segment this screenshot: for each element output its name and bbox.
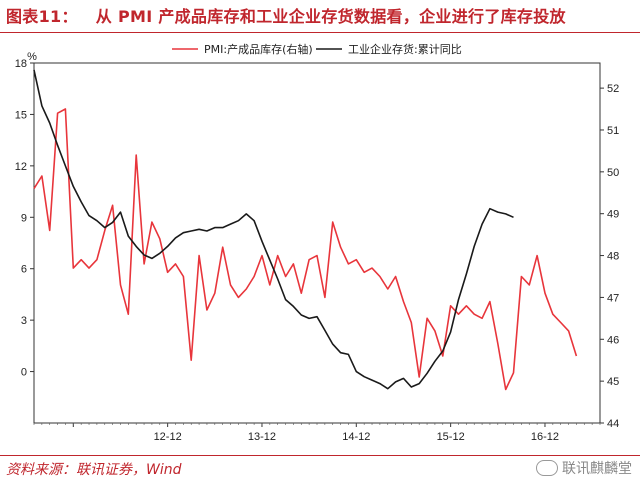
left-axis-tick-label: 9 (21, 212, 27, 224)
right-axis-tick-label: 49 (607, 209, 619, 221)
watermark-text: 联讯麒麟堂 (562, 461, 632, 477)
right-axis-tick-label: 50 (607, 167, 619, 179)
right-axis-tick-label: 48 (607, 251, 619, 263)
right-axis-tick-label: 51 (607, 125, 619, 137)
legend-label: 工业企业存货:累计同比 (348, 42, 462, 56)
right-axis-tick-label: 52 (607, 83, 619, 95)
x-axis-tick-label: 12-12 (154, 431, 182, 443)
left-axis-tick-label: 0 (21, 367, 27, 379)
right-axis-tick-label: 44 (607, 418, 619, 430)
watermark: 联讯麒麟堂 (536, 458, 632, 478)
plot-frame (33, 62, 601, 424)
chart-heading: 从 PMI 产成品库存和工业企业存货数据看，企业进行了库存投放 (95, 7, 566, 26)
series-line-industrial-inventory (33, 69, 514, 390)
x-axis-tick-label: 16-12 (531, 431, 559, 443)
right-axis-tick-label: 45 (607, 376, 619, 388)
x-axis-tick-label: 15-12 (437, 431, 465, 443)
left-axis-tick-label: 15 (15, 109, 27, 121)
left-axis-tick-label: 18 (15, 58, 27, 70)
right-axis-tick-label: 47 (607, 292, 619, 304)
left-axis-unit: % (27, 51, 37, 63)
right-axis-tick-label: 46 (607, 334, 619, 346)
series-line-pmi-inventory (33, 108, 578, 391)
title-rule (0, 32, 640, 33)
left-axis-tick-label: 3 (21, 315, 27, 327)
source-note: 资料来源：联讯证券，Wind (6, 462, 182, 478)
x-axis-tick-label: 13-12 (248, 431, 276, 443)
x-axis-tick-label: 14-12 (342, 431, 370, 443)
wechat-icon (536, 460, 558, 476)
chart-title: 图表11： 从 PMI 产成品库存和工业企业存货数据看，企业进行了库存投放 (6, 4, 634, 30)
left-axis-tick-label: 12 (15, 161, 27, 173)
footer-rule (0, 455, 640, 456)
legend-label: PMI:产成品库存(右轴) (204, 42, 313, 56)
left-axis-tick-label: 6 (21, 264, 27, 276)
chart-number: 图表11： (6, 7, 78, 26)
